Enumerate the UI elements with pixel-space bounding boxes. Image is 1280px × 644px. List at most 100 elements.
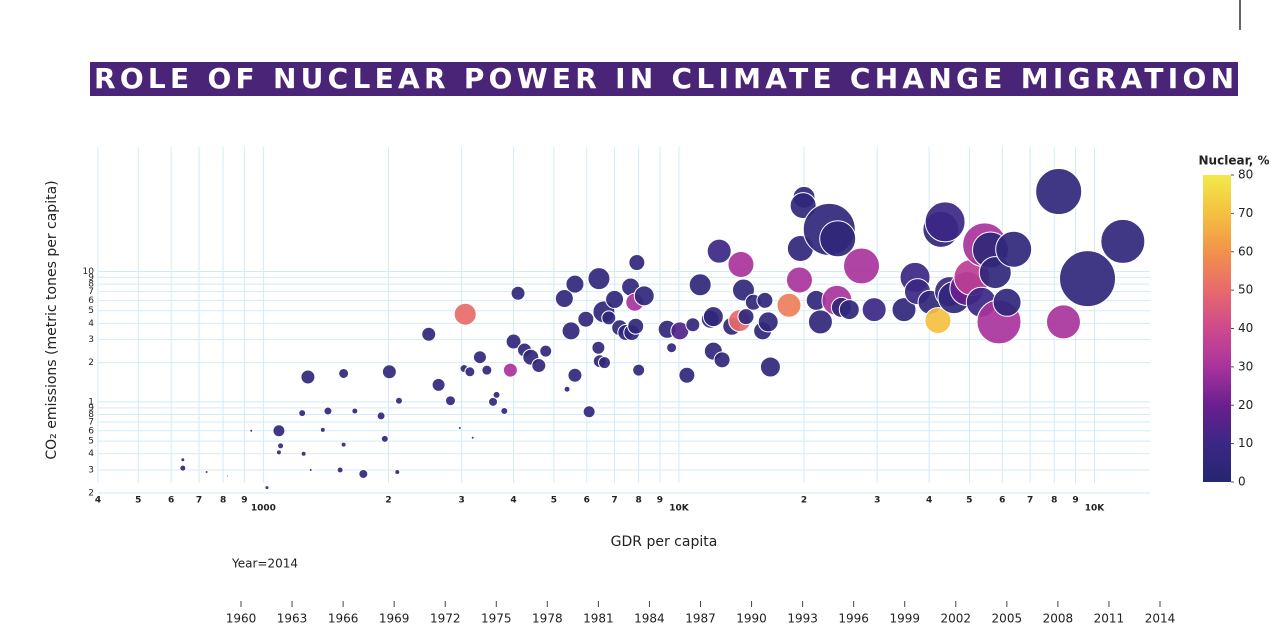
bubble <box>275 449 282 456</box>
y-tick-label: 1 <box>88 397 94 407</box>
x-tick-label: 4 <box>510 496 516 506</box>
bubble <box>502 362 518 378</box>
bubble <box>300 369 316 385</box>
y-tick-label: 10 <box>83 267 95 277</box>
y-tick-label: 6 <box>88 426 94 436</box>
bubble <box>554 289 574 309</box>
y-tick-label: 3 <box>88 466 94 476</box>
bubble <box>807 309 833 335</box>
bubble <box>843 247 881 285</box>
bubble <box>380 434 389 443</box>
y-tick-label: 5 <box>88 306 94 316</box>
slider-tick-label[interactable]: 1969 <box>379 612 410 626</box>
x-tick-label: 7 <box>196 496 202 506</box>
bubble <box>702 306 724 328</box>
x-tick-label: 4 <box>926 496 932 506</box>
bubble <box>685 317 701 333</box>
bubble <box>492 390 501 399</box>
slider-tick-label[interactable]: 1960 <box>226 612 257 626</box>
bubble <box>444 395 456 407</box>
bubble <box>531 357 547 373</box>
bubble <box>394 396 403 405</box>
bubble <box>819 220 857 258</box>
bubble <box>706 238 732 264</box>
colorbar-title: Nuclear, % <box>1199 154 1270 168</box>
slider-tick-label[interactable]: 1990 <box>736 612 767 626</box>
bubble <box>924 307 952 335</box>
bubble <box>179 464 187 472</box>
x-tick-label: 9 <box>241 496 247 506</box>
slider-tick-label[interactable]: 1993 <box>787 612 818 626</box>
slider-tick-label[interactable]: 1978 <box>532 612 563 626</box>
bubble <box>587 267 611 291</box>
slider-tick-label[interactable]: 1975 <box>481 612 512 626</box>
colorbar-tick-label: 60 <box>1238 244 1253 258</box>
y-tick-label: 6 <box>88 296 94 306</box>
slider-tick-label[interactable]: 1963 <box>277 612 308 626</box>
slider-tick-label[interactable]: 2008 <box>1043 612 1074 626</box>
y-tick-label: 3 <box>88 335 94 345</box>
bubble <box>381 364 397 380</box>
chart-title: ROLE OF NUCLEAR POWER IN CLIMATE CHANGE … <box>94 62 1234 95</box>
title-banner <box>90 62 1238 96</box>
bubble <box>727 251 755 279</box>
slider-tick-label[interactable]: 2005 <box>992 612 1023 626</box>
bubble <box>272 424 286 438</box>
slider-tick-label[interactable]: 2011 <box>1094 612 1125 626</box>
bubble <box>627 317 645 335</box>
bubble <box>431 377 446 392</box>
x-tick-label: 4 <box>95 496 101 506</box>
y-tick-label: 9 <box>88 403 94 413</box>
x-tick-label: 6 <box>584 496 590 506</box>
bubble <box>561 321 581 341</box>
x-tick-label: 7 <box>1027 496 1033 506</box>
x-tick-label: 6 <box>168 496 174 506</box>
bubble <box>472 350 487 365</box>
bubble <box>510 285 526 301</box>
slider-tick-label[interactable]: 1987 <box>685 612 716 626</box>
bubble <box>567 367 583 383</box>
colorbar-tick-label: 40 <box>1238 321 1253 335</box>
slider-tick-label[interactable]: 1972 <box>430 612 461 626</box>
x-tick-label: 5 <box>135 496 141 506</box>
bubble <box>591 340 606 355</box>
x-tick-label: 7 <box>611 496 617 506</box>
y-tick-label: 4 <box>88 449 94 459</box>
bubble <box>838 299 860 321</box>
bubble <box>340 441 347 448</box>
slider-tick-label[interactable]: 1981 <box>583 612 614 626</box>
bubble <box>358 468 369 479</box>
slider-tick-label[interactable]: 1996 <box>838 612 869 626</box>
bubble <box>785 266 813 294</box>
bubble <box>500 407 509 416</box>
bubble <box>264 485 270 491</box>
x-tick-label: 9 <box>1072 496 1078 506</box>
bubble <box>597 356 611 370</box>
colorbar-tick-label: 30 <box>1238 359 1253 373</box>
bubble <box>464 366 476 378</box>
bubble <box>351 407 359 415</box>
x-tick-label: 8 <box>1051 496 1057 506</box>
colorbar-tick-label: 0 <box>1238 475 1246 489</box>
bubble <box>277 442 285 450</box>
year-slider[interactable]: Year=2014 1960 1963 1966 1969 1972 1975 1978 19… <box>226 557 1176 626</box>
bubble <box>891 297 917 323</box>
bubble <box>713 351 731 369</box>
bubble <box>421 326 437 342</box>
colorbar-tick-label: 50 <box>1238 283 1253 297</box>
slider-tick-label[interactable]: 1999 <box>889 612 920 626</box>
bubble <box>300 450 307 457</box>
x-tick-label: 6 <box>999 496 1005 506</box>
bubble <box>1059 250 1117 308</box>
slider-tick-label[interactable]: 1984 <box>634 612 665 626</box>
bubble <box>924 201 966 243</box>
slider-tick-label[interactable]: 1966 <box>328 612 359 626</box>
bubble <box>1035 168 1083 216</box>
y-tick-label: 8 <box>88 410 94 420</box>
colorbar-tick-label: 80 <box>1238 168 1253 182</box>
x-tick-label: 10K <box>1085 504 1106 514</box>
slider-tick-label[interactable]: 2014 <box>1145 612 1176 626</box>
bubble <box>319 426 326 433</box>
slider-tick-label[interactable]: 2002 <box>941 612 972 626</box>
